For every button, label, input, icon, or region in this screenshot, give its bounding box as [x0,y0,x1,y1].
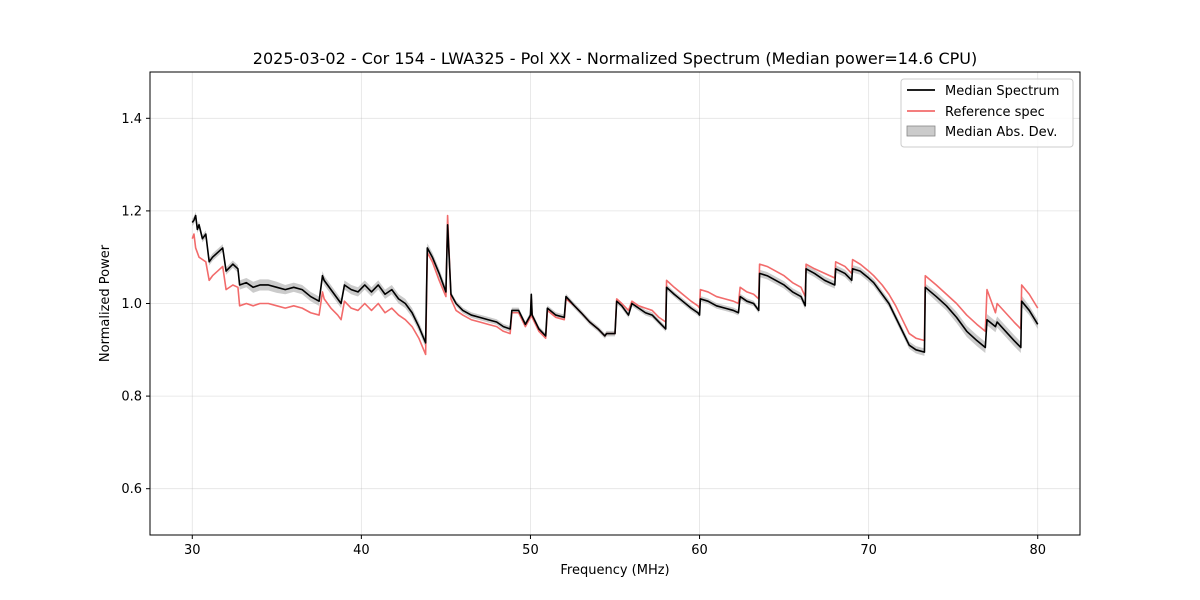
plot-area [191,211,1039,356]
x-tick-label: 60 [691,543,708,558]
x-axis-ticks: 30 40 50 60 70 80 [184,535,1046,558]
y-axis-label: Normalized Power [98,244,113,362]
legend: Median Spectrum Reference spec Median Ab… [900,78,1074,148]
x-tick-label: 30 [184,543,201,558]
legend-box [900,78,1074,148]
legend-reference-label: Reference spec [945,105,1045,120]
y-tick-label: 1.4 [121,112,142,127]
x-axis-label: Frequency (MHz) [560,563,669,578]
legend-mad-label: Median Abs. Dev. [945,125,1057,140]
x-tick-label: 40 [353,543,370,558]
y-tick-label: 1.2 [121,204,142,219]
x-tick-label: 70 [860,543,877,558]
legend-mad-swatch [906,125,936,137]
y-tick-label: 1.0 [121,297,142,312]
median-spectrum-line [191,214,1039,353]
y-axis-ticks: 0.6 0.8 1.0 1.2 1.4 [121,112,150,497]
x-tick-label: 50 [522,543,539,558]
legend-median-label: Median Spectrum [945,84,1059,99]
chart-title: 2025-03-02 - Cor 154 - LWA325 - Pol XX -… [253,49,977,68]
x-tick-label: 80 [1029,543,1046,558]
y-tick-label: 0.8 [121,390,142,405]
y-tick-label: 0.6 [121,482,142,497]
median-layer [191,214,1039,353]
